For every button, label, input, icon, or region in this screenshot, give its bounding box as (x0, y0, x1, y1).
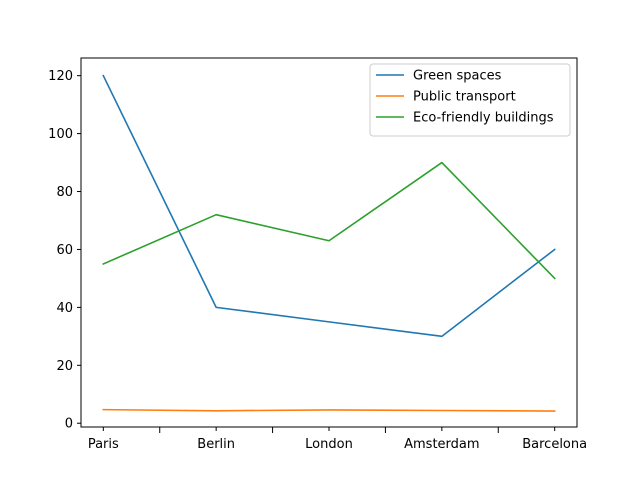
legend-box (369, 63, 571, 137)
x-tick-label: Barcelona (522, 437, 587, 452)
y-tick-label: 60 (56, 243, 73, 258)
series-line-public-transport (102, 408, 556, 412)
series-layer (102, 74, 556, 412)
legend-label-public-transport: Public transport (413, 90, 516, 105)
x-tick-label: Amsterdam (404, 437, 479, 452)
y-tick-label: 40 (56, 301, 73, 316)
y-tick-label: 80 (56, 185, 73, 200)
x-tick-label: Paris (88, 437, 119, 452)
x-tick-label: Berlin (197, 437, 235, 452)
y-tick-label: 0 (65, 417, 73, 432)
x-tick-label: London (305, 437, 353, 452)
series-line-eco-friendly-buildings (102, 161, 556, 280)
axes-layer: 0 20 40 60 80 100 120 Paris Berlin London Amsterda… (48, 57, 587, 452)
legend: Green spaces Public transport Eco-friendly… (369, 63, 571, 137)
series-line-green-spaces (102, 74, 556, 338)
legend-label-eco-friendly-buildings: Eco-friendly buildings (413, 111, 554, 126)
y-tick-label: 120 (48, 69, 73, 84)
y-tick-label: 20 (56, 359, 73, 374)
y-tick-label: 100 (48, 127, 73, 142)
legend-label-green-spaces: Green spaces (413, 69, 502, 84)
